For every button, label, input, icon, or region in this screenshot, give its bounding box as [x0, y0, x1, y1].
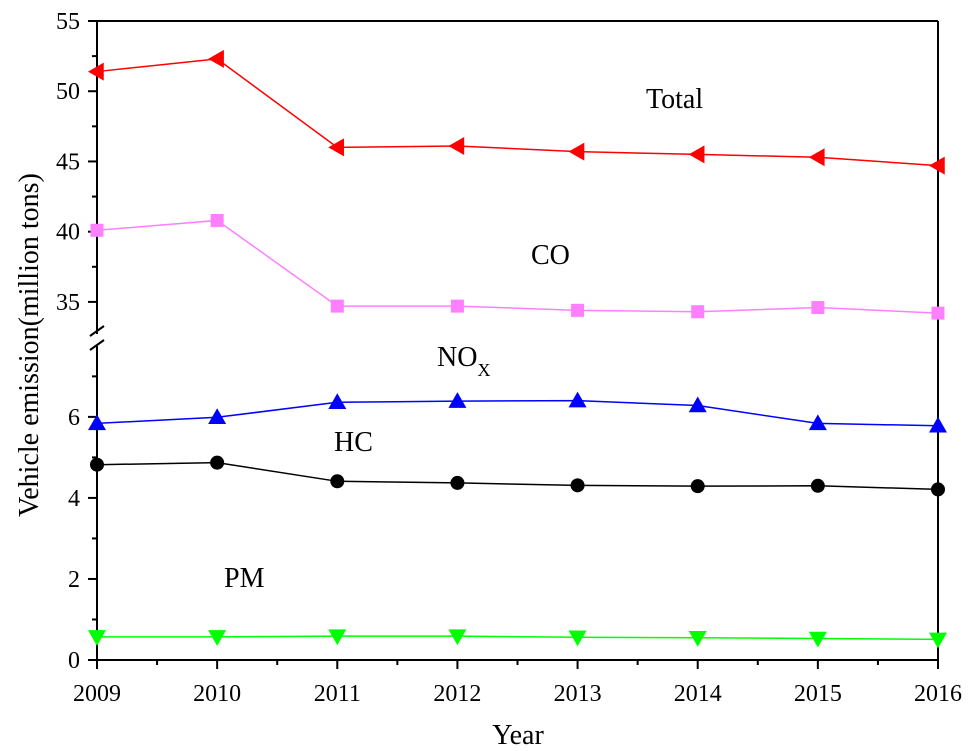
data-point	[208, 630, 227, 646]
data-point	[929, 156, 945, 175]
annotation-subscript: X	[477, 360, 490, 380]
y-tick-label: 40	[56, 220, 80, 246]
data-point	[210, 213, 224, 227]
annotation-pm: PM	[224, 563, 265, 594]
data-point	[90, 223, 104, 237]
data-point	[691, 305, 705, 319]
data-point	[929, 416, 947, 433]
data-point	[88, 62, 104, 81]
data-point	[570, 478, 585, 493]
data-point	[88, 630, 106, 646]
data-point	[448, 137, 465, 156]
y-tick-label: 6	[68, 405, 80, 431]
series-nox	[88, 391, 947, 433]
series-line-nox	[96, 399, 939, 427]
annotation-nox: NOX	[437, 342, 490, 380]
y-tick-label: 45	[56, 149, 80, 175]
annotation-total: Total	[646, 84, 703, 115]
series-hc	[90, 455, 945, 497]
series-line-total	[96, 58, 939, 167]
data-point	[208, 408, 227, 425]
x-tick-label: 2011	[314, 681, 361, 707]
data-point	[931, 306, 945, 320]
axis-break-mark	[89, 339, 105, 351]
series-pm	[88, 629, 947, 649]
data-point	[688, 145, 705, 164]
x-tick-label: 2012	[433, 681, 481, 707]
series-line-co	[96, 219, 939, 314]
annotation-layer: Total CO NOX HC PM	[224, 84, 703, 594]
annotation-hc: HC	[334, 427, 373, 458]
data-point	[688, 630, 707, 647]
x-tick-label: 2015	[794, 681, 842, 707]
data-point	[688, 396, 707, 413]
data-point	[330, 299, 344, 313]
x-tick-label: 2016	[914, 681, 962, 707]
data-point	[88, 414, 106, 431]
data-point	[450, 299, 464, 313]
y-axis: 35 40 45 50 55 0 2 4 6	[56, 9, 97, 674]
data-point	[328, 629, 347, 646]
data-point	[90, 457, 104, 472]
axis-break-mark	[89, 325, 105, 337]
annotation-co: CO	[531, 240, 570, 271]
data-point	[568, 142, 585, 161]
series-total	[88, 49, 945, 175]
y-tick-label: 35	[56, 290, 80, 316]
data-point	[450, 475, 465, 490]
x-axis: 2009 2010 2011 2012 2013 2014 2015 2016	[73, 660, 962, 707]
x-tick-label: 2013	[554, 681, 602, 707]
x-axis-title: Year	[492, 720, 544, 751]
data-point	[448, 392, 467, 408]
data-point	[448, 629, 467, 646]
data-point	[210, 455, 225, 470]
series-line-hc	[96, 461, 939, 491]
data-point	[690, 479, 705, 494]
y-tick-label: 4	[68, 486, 80, 512]
y-tick-label: 50	[56, 79, 80, 105]
data-point	[328, 138, 345, 157]
data-point	[810, 478, 825, 493]
series-line-pm	[97, 635, 939, 641]
data-point	[568, 630, 587, 647]
series-layer	[88, 49, 947, 649]
data-point	[208, 49, 224, 68]
x-tick-label: 2014	[674, 681, 722, 707]
plot-frame	[89, 20, 939, 661]
data-point	[808, 414, 827, 431]
data-point	[571, 303, 585, 317]
y-tick-label: 55	[56, 9, 80, 35]
x-tick-label: 2009	[73, 681, 121, 707]
data-point	[568, 391, 587, 408]
data-point	[929, 632, 947, 649]
data-point	[931, 482, 945, 497]
x-tick-label: 2010	[193, 681, 241, 707]
series-co	[90, 213, 945, 320]
y-axis-title: Vehicle emission(million tons)	[14, 173, 45, 517]
data-point	[328, 393, 347, 410]
data-point	[811, 301, 825, 315]
data-point	[808, 148, 825, 167]
data-point	[808, 631, 827, 648]
y-tick-label: 0	[68, 648, 80, 674]
data-point	[330, 474, 345, 489]
y-tick-label: 2	[68, 567, 80, 593]
